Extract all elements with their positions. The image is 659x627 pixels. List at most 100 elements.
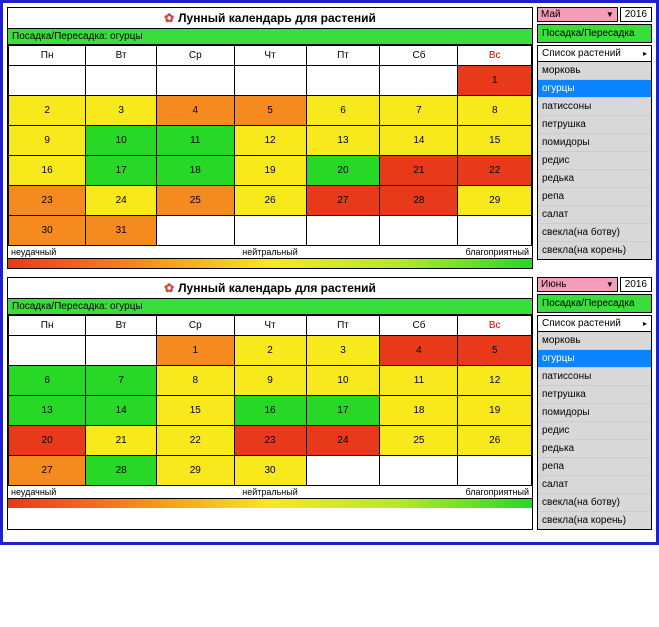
calendar-cell[interactable]: 5 xyxy=(234,96,306,126)
plant-item[interactable]: огурцы xyxy=(538,350,651,368)
calendar-cell[interactable]: 30 xyxy=(9,216,86,246)
plant-list-header-label: Список растений xyxy=(542,318,621,329)
plant-item[interactable]: патиссоны xyxy=(538,368,651,386)
activity-tab[interactable]: Посадка/Пересадка xyxy=(537,294,652,313)
calendar-cell[interactable]: 26 xyxy=(458,426,532,456)
calendar-cell[interactable]: 2 xyxy=(234,336,306,366)
legend-bad: неудачный xyxy=(8,486,183,498)
plant-item[interactable]: редис xyxy=(538,422,651,440)
calendar-cell[interactable]: 25 xyxy=(157,186,235,216)
plant-item[interactable]: петрушка xyxy=(538,116,651,134)
calendar-cell[interactable]: 4 xyxy=(380,336,458,366)
calendar-cell[interactable]: 14 xyxy=(380,126,458,156)
subtitle-bar: Посадка/Пересадка: огурцы xyxy=(8,28,532,45)
month-select[interactable]: Май▼ xyxy=(537,7,618,22)
calendar-cell[interactable]: 27 xyxy=(306,186,380,216)
calendar-cell[interactable]: 5 xyxy=(458,336,532,366)
calendar-cell[interactable]: 8 xyxy=(157,366,235,396)
legend-bad: неудачный xyxy=(8,246,183,258)
activity-tab[interactable]: Посадка/Пересадка xyxy=(537,24,652,43)
calendar-cell[interactable]: 19 xyxy=(458,396,532,426)
calendar-cell[interactable]: 7 xyxy=(380,96,458,126)
calendar-cell[interactable]: 23 xyxy=(9,186,86,216)
calendar-cell xyxy=(157,66,235,96)
calendar-cell[interactable]: 26 xyxy=(234,186,306,216)
calendar-cell[interactable]: 8 xyxy=(458,96,532,126)
plant-list-header[interactable]: Список растений▸ xyxy=(537,315,652,332)
calendar-cell[interactable]: 18 xyxy=(157,156,235,186)
calendar-cell[interactable]: 28 xyxy=(380,186,458,216)
calendar-cell[interactable]: 29 xyxy=(157,456,235,486)
calendar-cell[interactable]: 10 xyxy=(86,126,157,156)
calendar-cell[interactable]: 27 xyxy=(9,456,86,486)
calendar-cell[interactable]: 13 xyxy=(306,126,380,156)
plant-item[interactable]: салат xyxy=(538,476,651,494)
calendar-cell[interactable]: 3 xyxy=(86,96,157,126)
plant-item[interactable]: свекла(на корень) xyxy=(538,512,651,529)
calendar-cell[interactable]: 24 xyxy=(306,426,380,456)
plant-item[interactable]: редис xyxy=(538,152,651,170)
calendar-cell[interactable]: 6 xyxy=(306,96,380,126)
calendar-cell[interactable]: 9 xyxy=(9,126,86,156)
calendar-cell[interactable]: 2 xyxy=(9,96,86,126)
calendar-cell[interactable]: 12 xyxy=(234,126,306,156)
plant-item[interactable]: редька xyxy=(538,170,651,188)
calendar-cell[interactable]: 14 xyxy=(86,396,157,426)
calendar-cell[interactable]: 6 xyxy=(9,366,86,396)
plant-list-header[interactable]: Список растений▸ xyxy=(537,45,652,62)
calendar-cell[interactable]: 19 xyxy=(234,156,306,186)
month-select[interactable]: Июнь▼ xyxy=(537,277,618,292)
calendar-cell[interactable]: 16 xyxy=(9,156,86,186)
day-header: Ср xyxy=(157,46,235,66)
plant-item[interactable]: патиссоны xyxy=(538,98,651,116)
plant-item[interactable]: репа xyxy=(538,458,651,476)
plant-item[interactable]: свекла(на ботву) xyxy=(538,494,651,512)
plant-item[interactable]: огурцы xyxy=(538,80,651,98)
plant-item[interactable]: петрушка xyxy=(538,386,651,404)
plant-item[interactable]: редька xyxy=(538,440,651,458)
calendar-cell[interactable]: 11 xyxy=(157,126,235,156)
calendar-cell[interactable]: 31 xyxy=(86,216,157,246)
calendar-cell[interactable]: 28 xyxy=(86,456,157,486)
calendar-cell[interactable]: 20 xyxy=(306,156,380,186)
day-header: Вт xyxy=(86,316,157,336)
plant-item[interactable]: морковь xyxy=(538,62,651,80)
calendar-cell[interactable]: 9 xyxy=(234,366,306,396)
calendar-cell[interactable]: 20 xyxy=(9,426,86,456)
calendar-cell[interactable]: 15 xyxy=(157,396,235,426)
calendar-cell[interactable]: 15 xyxy=(458,126,532,156)
calendar-cell[interactable]: 3 xyxy=(306,336,380,366)
calendar-cell[interactable]: 18 xyxy=(380,396,458,426)
calendar-cell[interactable]: 17 xyxy=(306,396,380,426)
calendar-cell[interactable]: 24 xyxy=(86,186,157,216)
calendar-cell[interactable]: 7 xyxy=(86,366,157,396)
calendar-cell[interactable]: 22 xyxy=(157,426,235,456)
calendar-cell[interactable]: 17 xyxy=(86,156,157,186)
plant-item[interactable]: свекла(на ботву) xyxy=(538,224,651,242)
calendar-cell[interactable]: 25 xyxy=(380,426,458,456)
calendar-cell[interactable]: 12 xyxy=(458,366,532,396)
calendar-cell[interactable]: 22 xyxy=(458,156,532,186)
calendar-cell[interactable]: 16 xyxy=(234,396,306,426)
plant-item[interactable]: свекла(на корень) xyxy=(538,242,651,259)
title-text: Лунный календарь для растений xyxy=(178,11,376,25)
plant-item[interactable]: салат xyxy=(538,206,651,224)
calendar-cell[interactable]: 1 xyxy=(157,336,235,366)
year-box[interactable]: 2016 xyxy=(620,7,652,22)
calendar-cell[interactable]: 11 xyxy=(380,366,458,396)
plant-item[interactable]: морковь xyxy=(538,332,651,350)
calendar-cell[interactable]: 4 xyxy=(157,96,235,126)
calendar-cell[interactable]: 30 xyxy=(234,456,306,486)
year-box[interactable]: 2016 xyxy=(620,277,652,292)
calendar-cell[interactable]: 29 xyxy=(458,186,532,216)
calendar-cell[interactable]: 21 xyxy=(86,426,157,456)
plant-item[interactable]: репа xyxy=(538,188,651,206)
calendar-cell[interactable]: 13 xyxy=(9,396,86,426)
calendar-cell[interactable]: 10 xyxy=(306,366,380,396)
plant-item[interactable]: помидоры xyxy=(538,404,651,422)
calendar-cell xyxy=(380,456,458,486)
calendar-cell[interactable]: 23 xyxy=(234,426,306,456)
plant-item[interactable]: помидоры xyxy=(538,134,651,152)
calendar-cell[interactable]: 21 xyxy=(380,156,458,186)
calendar-cell[interactable]: 1 xyxy=(458,66,532,96)
